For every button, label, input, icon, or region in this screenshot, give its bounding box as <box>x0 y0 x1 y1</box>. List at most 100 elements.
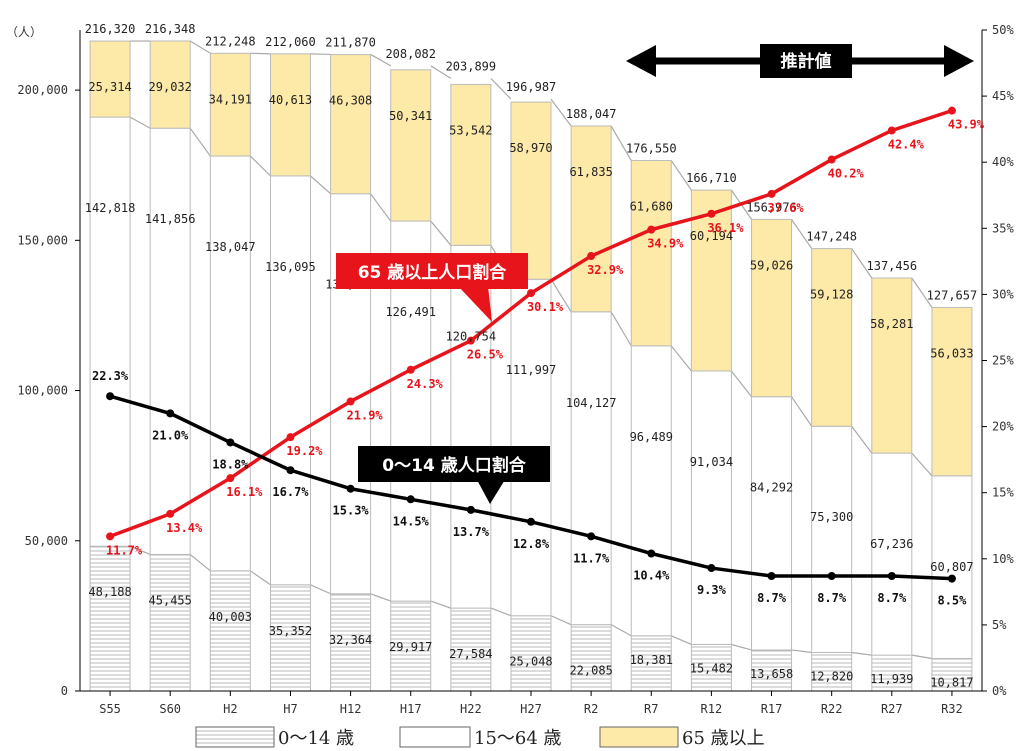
youth-ratio-point <box>827 571 836 580</box>
value-label-working: 138,047 <box>205 240 256 254</box>
bar-connector <box>670 345 692 372</box>
value-label-youth: 22,085 <box>569 664 612 678</box>
bar-youth <box>330 593 372 692</box>
bar-connector <box>430 600 452 609</box>
value-label-senior: 58,970 <box>509 141 552 155</box>
bar-youth <box>149 553 191 692</box>
value-label-youth: 12,820 <box>810 669 853 683</box>
bar-connector <box>249 155 271 177</box>
youth-ratio-label: 16.7% <box>272 485 309 499</box>
bar-connector <box>189 553 211 572</box>
legend-label-youth: 0～14 歳 <box>278 728 354 749</box>
youth-ratio-point <box>527 517 535 526</box>
value-label-total: 176,550 <box>626 142 677 156</box>
bar-youth <box>209 570 251 692</box>
value-label-working: 91,034 <box>690 455 733 469</box>
value-label-total: 203,899 <box>446 59 497 73</box>
y2-tick-label: 35% <box>992 221 1014 235</box>
senior-ratio-point <box>466 336 475 345</box>
legend: 0～14 歳 15～64 歳 65 歳以上 <box>195 726 765 749</box>
value-label-senior: 61,835 <box>569 165 612 179</box>
value-label-youth: 29,917 <box>389 640 432 654</box>
y-tick-label: 150,000 <box>17 233 68 247</box>
bar-connector <box>370 53 392 67</box>
bar-working <box>811 425 853 653</box>
y2-tick-label: 50% <box>992 23 1014 37</box>
bar-youth <box>510 615 552 692</box>
youth-ratio-point <box>226 438 235 447</box>
bar-working <box>209 155 251 572</box>
youth-ratio-label: 21.0% <box>152 428 189 442</box>
y2-tick-label: 40% <box>992 155 1014 169</box>
senior-ratio-point <box>647 225 656 234</box>
bar-connector <box>490 77 512 100</box>
youth-ratio-label: 22.3% <box>92 369 129 383</box>
bar-connector <box>911 452 933 477</box>
bar-connector <box>189 40 211 54</box>
senior-ratio-label: 30.1% <box>527 300 564 314</box>
value-label-senior: 59,026 <box>750 258 793 272</box>
bar-working <box>149 127 191 555</box>
bar-connector <box>129 545 151 555</box>
legend-swatch-senior <box>599 726 679 748</box>
bar-senior <box>811 248 853 427</box>
y2-tick-label: 15% <box>992 486 1014 500</box>
value-label-youth: 25,048 <box>509 655 552 669</box>
legend-label-senior: 65 歳以上 <box>682 728 765 749</box>
value-label-senior: 60,194 <box>690 229 733 243</box>
senior-ratio-label: 24.3% <box>407 377 444 391</box>
bar-connector <box>129 116 151 129</box>
value-label-youth: 27,584 <box>449 647 492 661</box>
line-layer <box>106 106 956 583</box>
x-tick-label: R27 <box>881 702 903 716</box>
youth-ratio-label: 11.7% <box>573 551 610 565</box>
bar-senior <box>751 218 793 398</box>
bar-connector <box>791 219 813 249</box>
x-tick-label: H2 <box>223 702 237 716</box>
x-tick-label: H17 <box>400 702 422 716</box>
value-label-senior: 34,191 <box>209 92 252 106</box>
y-tick-label: 0 <box>61 684 68 698</box>
bar-connector <box>370 593 391 602</box>
senior-ratio-point <box>226 474 235 483</box>
youth-ratio-label: 8.7% <box>817 591 847 605</box>
value-label-youth: 13,658 <box>750 667 793 681</box>
x-tick-label: R7 <box>644 702 658 716</box>
bar-connector <box>610 311 632 347</box>
value-label-working: 84,292 <box>750 481 793 495</box>
bar-connector <box>610 624 632 637</box>
x-tick-label: R2 <box>584 702 598 716</box>
x-tick-label: H12 <box>340 702 362 716</box>
youth-ratio-point <box>286 466 295 475</box>
senior-ratio-label: 40.2% <box>828 167 865 181</box>
value-label-working: 136,095 <box>265 260 316 274</box>
bar-connector <box>911 277 933 308</box>
x-tick-label: S55 <box>99 702 121 716</box>
bar-connector <box>490 607 512 617</box>
y-axis-unit-label: （人） <box>6 25 42 39</box>
bar-connector <box>670 160 692 191</box>
value-label-total: 196,987 <box>506 80 557 94</box>
bar-senior <box>330 54 372 195</box>
y2-tick-label: 5% <box>992 618 1007 632</box>
x-tick-layer: S55 S60 H2 H7 H12 H17 H22 H27 R2 R7 R12 R17 R22 R27 R3… <box>99 691 963 716</box>
bar-connector <box>610 125 632 161</box>
value-label-youth: 18,381 <box>630 653 673 667</box>
senior-ratio-callout: 65 歳以上人口割合 <box>336 253 528 322</box>
value-label-youth: 11,939 <box>870 672 913 686</box>
youth-ratio-label: 14.5% <box>393 514 430 528</box>
value-label-senior: 40,613 <box>269 93 312 107</box>
youth-ratio-label: 8.7% <box>757 591 787 605</box>
estimate-arrow: 推計値 <box>626 44 974 78</box>
x-tick-label: S60 <box>159 702 181 716</box>
bar-working <box>630 345 672 637</box>
value-label-total: 166,710 <box>686 171 737 185</box>
bar-connector <box>851 651 872 656</box>
value-label-total: 147,248 <box>806 230 857 244</box>
senior-ratio-label: 16.1% <box>226 485 263 499</box>
value-label-senior: 59,128 <box>810 288 853 302</box>
youth-ratio-point <box>647 549 656 558</box>
senior-ratio-label: 36.1% <box>707 221 744 235</box>
senior-ratio-label: 32.9% <box>587 263 624 277</box>
senior-ratio-callout-text: 65 歳以上人口割合 <box>358 262 508 283</box>
